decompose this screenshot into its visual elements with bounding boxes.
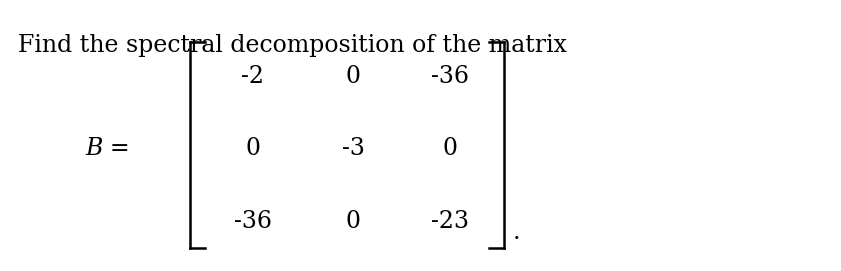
Text: 0: 0: [442, 137, 458, 160]
Text: .: .: [513, 221, 521, 244]
Text: -23: -23: [431, 210, 468, 233]
Text: -2: -2: [241, 65, 264, 88]
Text: -36: -36: [431, 65, 468, 88]
Text: 0: 0: [346, 65, 361, 88]
Text: 0: 0: [346, 210, 361, 233]
Text: Find the spectral decomposition of the matrix: Find the spectral decomposition of the m…: [19, 34, 567, 57]
Text: 0: 0: [246, 137, 261, 160]
Text: -3: -3: [342, 137, 365, 160]
Text: -36: -36: [234, 210, 272, 233]
Text: B =: B =: [85, 137, 130, 160]
